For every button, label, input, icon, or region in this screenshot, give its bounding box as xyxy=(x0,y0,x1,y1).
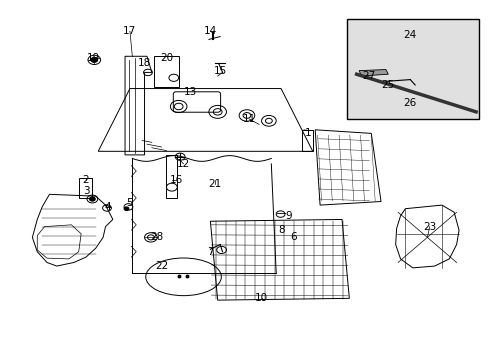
Circle shape xyxy=(91,57,98,62)
Text: 28: 28 xyxy=(150,232,163,242)
Text: 5: 5 xyxy=(126,198,133,208)
Text: 11: 11 xyxy=(242,114,256,124)
Bar xyxy=(346,19,478,119)
Text: 21: 21 xyxy=(208,179,222,189)
Text: 23: 23 xyxy=(422,222,435,231)
Text: 14: 14 xyxy=(203,26,217,36)
Text: 18: 18 xyxy=(138,58,151,68)
Text: 17: 17 xyxy=(123,26,136,36)
Text: 13: 13 xyxy=(184,87,197,97)
Text: 12: 12 xyxy=(177,159,190,169)
Bar xyxy=(79,178,92,198)
Text: 4: 4 xyxy=(104,202,111,212)
Circle shape xyxy=(89,197,95,201)
Text: 19: 19 xyxy=(86,53,100,63)
Bar xyxy=(302,130,312,151)
Text: 2: 2 xyxy=(82,175,89,185)
Text: 24: 24 xyxy=(403,30,416,40)
Text: 26: 26 xyxy=(403,98,416,108)
Text: 27: 27 xyxy=(362,71,375,81)
Text: 15: 15 xyxy=(213,66,226,76)
Text: 16: 16 xyxy=(169,175,183,185)
Text: 3: 3 xyxy=(82,186,89,196)
Text: 8: 8 xyxy=(277,225,284,235)
Text: 7: 7 xyxy=(206,247,213,257)
Text: 9: 9 xyxy=(285,211,291,221)
Polygon shape xyxy=(358,69,387,76)
Text: 25: 25 xyxy=(381,80,394,90)
Text: 10: 10 xyxy=(254,293,267,303)
Text: 6: 6 xyxy=(289,232,296,242)
Text: 20: 20 xyxy=(160,53,173,63)
Text: 22: 22 xyxy=(155,261,168,271)
Text: 1: 1 xyxy=(304,129,310,138)
Bar xyxy=(166,155,177,198)
Circle shape xyxy=(124,207,129,211)
Bar xyxy=(154,56,178,87)
